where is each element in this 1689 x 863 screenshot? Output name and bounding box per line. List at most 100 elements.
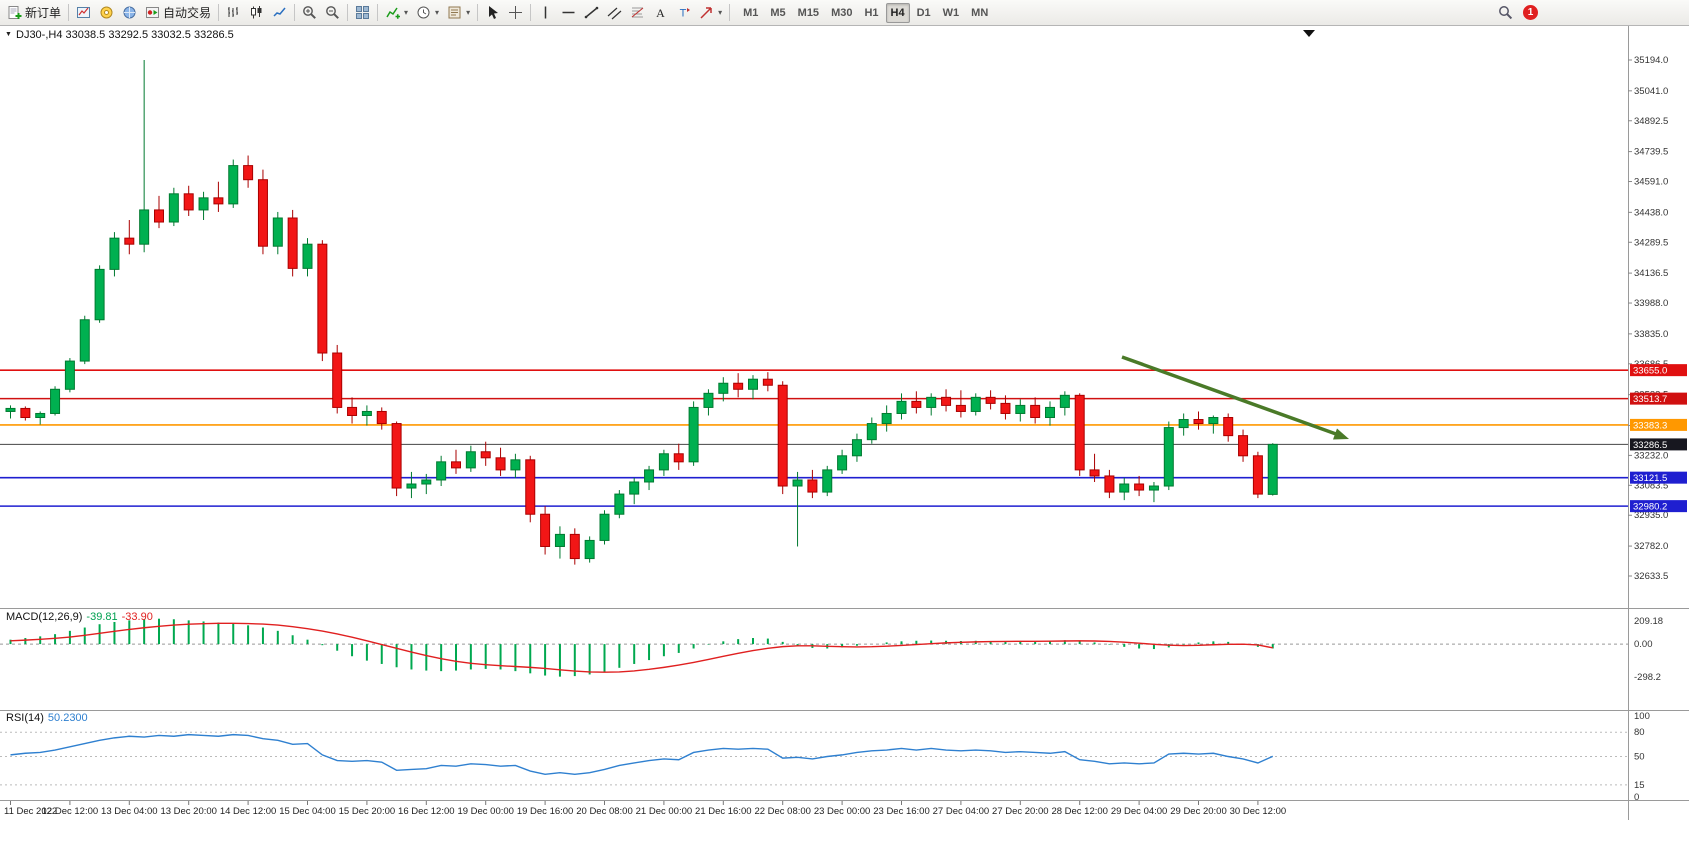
profiles-button[interactable] bbox=[95, 1, 118, 24]
candle-body bbox=[822, 469, 833, 493]
line-icon bbox=[273, 7, 286, 17]
channel-button[interactable] bbox=[603, 1, 626, 24]
timeframe-h4-button[interactable]: H4 bbox=[885, 2, 910, 23]
candlestick-series bbox=[5, 60, 1278, 565]
zoom-in-button[interactable] bbox=[298, 1, 321, 24]
date-label: 15 Dec 20:00 bbox=[339, 806, 396, 817]
timeframe-toolbar: M1 M5 M15 M30 H1 H4 D1 W1 MN bbox=[737, 2, 994, 23]
candle-body bbox=[807, 479, 818, 493]
trend-arrow[interactable] bbox=[1121, 355, 1349, 440]
price-tick-label: 33835.0 bbox=[1634, 329, 1668, 340]
timeframe-mn-button[interactable]: MN bbox=[971, 6, 989, 19]
crosshair-button[interactable] bbox=[504, 1, 527, 24]
arrows-button[interactable]: ▾ bbox=[695, 1, 726, 24]
timeframe-m15-button[interactable]: M15 bbox=[797, 6, 820, 19]
date-label: 13 Dec 20:00 bbox=[160, 806, 217, 817]
svg-text:T: T bbox=[680, 8, 687, 20]
candle-body bbox=[35, 412, 46, 419]
timeframe-m1-button[interactable]: M1 bbox=[743, 6, 759, 19]
community-button[interactable] bbox=[118, 1, 141, 24]
notification-badge[interactable]: 1 bbox=[1523, 5, 1538, 20]
candle-body bbox=[376, 410, 387, 425]
candle-body bbox=[436, 461, 447, 481]
candle-body bbox=[5, 407, 16, 412]
candle-body bbox=[109, 237, 120, 270]
candle-body bbox=[911, 400, 922, 408]
candle-body bbox=[1223, 417, 1234, 437]
autotrade-icon bbox=[146, 7, 160, 18]
candle-body bbox=[540, 513, 551, 547]
autotrade-button[interactable]: 自动交易 bbox=[141, 1, 215, 24]
bars-icon bbox=[228, 7, 239, 17]
toolbar-separator bbox=[477, 4, 479, 21]
candle-body bbox=[525, 459, 536, 515]
price-tick-label: 34591.0 bbox=[1634, 177, 1668, 188]
candle-body bbox=[1074, 394, 1085, 471]
vertical-line-button[interactable] bbox=[534, 1, 557, 24]
candle-body bbox=[183, 193, 194, 211]
candle-body bbox=[866, 423, 877, 441]
candle-body bbox=[644, 469, 655, 483]
candle-body bbox=[79, 319, 90, 362]
chevron-down-icon: ▾ bbox=[466, 8, 471, 17]
candle-body bbox=[851, 439, 862, 457]
collapse-chart-icon[interactable]: ▼ bbox=[5, 31, 12, 38]
new-order-button-label: 新订单 bbox=[25, 6, 62, 20]
new-order-button[interactable]: 新订单 bbox=[3, 1, 65, 24]
candle-body bbox=[599, 513, 610, 541]
indicators-button[interactable]: ▾ bbox=[381, 1, 412, 24]
date-label: 29 Dec 20:00 bbox=[1170, 806, 1227, 817]
chart-shift-marker-icon[interactable] bbox=[1303, 30, 1315, 37]
timeframe-m5-button[interactable]: M5 bbox=[770, 6, 786, 19]
date-label: 14 Dec 12:00 bbox=[220, 806, 277, 817]
date-label: 19 Dec 16:00 bbox=[517, 806, 574, 817]
horizontal-lines[interactable] bbox=[0, 369, 1628, 507]
candle-body bbox=[941, 396, 952, 406]
macd-axis-label: 209.18 bbox=[1634, 616, 1663, 627]
bar-chart-button[interactable] bbox=[222, 1, 245, 24]
periods-button[interactable]: ▾ bbox=[412, 1, 443, 24]
candle-body bbox=[391, 423, 402, 489]
line-chart-button[interactable] bbox=[268, 1, 291, 24]
candle-body bbox=[50, 388, 61, 414]
cursor-button[interactable] bbox=[481, 1, 504, 24]
fibonacci-button[interactable] bbox=[626, 1, 649, 24]
candle-body bbox=[1104, 475, 1115, 493]
candle-body bbox=[703, 392, 714, 408]
candle-body bbox=[1238, 435, 1249, 457]
zoom-out-button[interactable] bbox=[321, 1, 344, 24]
text-button[interactable]: A bbox=[649, 1, 672, 24]
timeframe-m30-button[interactable]: M30 bbox=[831, 6, 853, 19]
candle-body bbox=[243, 165, 254, 181]
pane-separators bbox=[0, 26, 1689, 820]
timeframe-w1-button[interactable]: W1 bbox=[942, 6, 960, 19]
timeframe-h1-button[interactable]: H1 bbox=[864, 6, 879, 19]
periods-icon bbox=[417, 6, 430, 19]
chevron-down-icon: ▾ bbox=[718, 8, 723, 17]
label-button[interactable]: T bbox=[672, 1, 695, 24]
toolbar-separator bbox=[218, 4, 220, 21]
search-button[interactable] bbox=[1494, 1, 1517, 24]
price-axis[interactable]: 35194.0 35041.0 34892.5 34739.5 34591.0 34438… bbox=[1628, 55, 1687, 803]
candle-body bbox=[20, 407, 31, 419]
candle-body bbox=[228, 165, 239, 205]
candle-body bbox=[1059, 394, 1070, 408]
horizontal-line-button[interactable] bbox=[557, 1, 580, 24]
new-order-icon bbox=[8, 6, 22, 19]
candle-body bbox=[495, 457, 506, 471]
rsi-header: RSI(14) 50.2300 bbox=[6, 712, 88, 724]
candle-body bbox=[1178, 419, 1189, 429]
date-label: 29 Dec 04:00 bbox=[1111, 806, 1168, 817]
tile-windows-button[interactable] bbox=[351, 1, 374, 24]
candle-chart-button[interactable] bbox=[245, 1, 268, 24]
date-label: 30 Dec 12:00 bbox=[1230, 806, 1287, 817]
timeframe-d1-button[interactable]: D1 bbox=[916, 6, 931, 19]
trendline-button[interactable] bbox=[580, 1, 603, 24]
templates-button[interactable]: ▾ bbox=[443, 1, 474, 24]
candle-body bbox=[569, 533, 580, 560]
charts-button[interactable] bbox=[72, 1, 95, 24]
candle-body bbox=[1030, 404, 1041, 419]
candle-body bbox=[777, 384, 788, 487]
